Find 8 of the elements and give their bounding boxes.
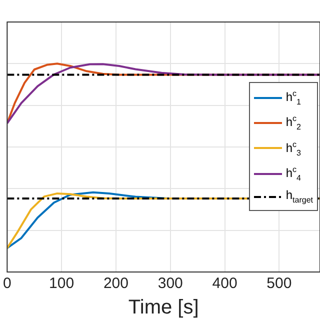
- x-tick-label: 0: [3, 275, 12, 292]
- x-tick-label: 100: [49, 275, 74, 292]
- x-tick-label: 500: [266, 275, 292, 292]
- x-axis-title: Time [s]: [128, 296, 199, 319]
- x-tick-label: 300: [158, 275, 183, 292]
- x-tick-label: 400: [212, 275, 238, 292]
- x-tick-label: 200: [103, 275, 128, 292]
- legend-label: h$_{target}$: [286, 186, 313, 206]
